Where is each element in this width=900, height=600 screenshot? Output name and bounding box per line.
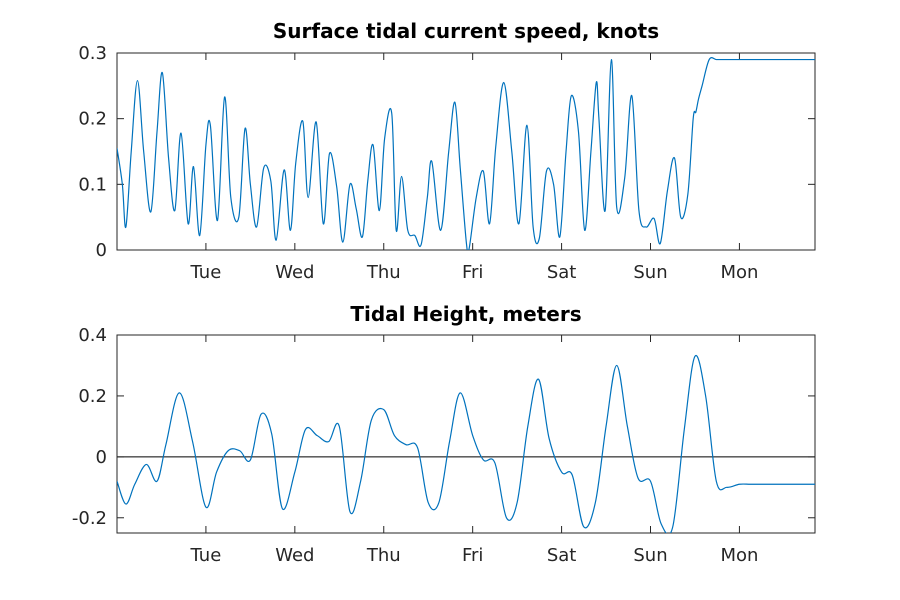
y-tick-label: -0.2 — [72, 508, 107, 529]
y-tick-label: 0 — [96, 240, 107, 261]
y-tick-label: 0.4 — [78, 325, 107, 346]
tidal-height-panel: Tidal Height, meters -0.2 0 0.2 0.4 Tue Wed Thu… — [72, 302, 816, 566]
y-tick-label: 0.2 — [78, 109, 107, 130]
plot-area — [116, 334, 816, 534]
y-tick-label: 0.1 — [78, 174, 107, 195]
series-line — [117, 57, 815, 250]
chart-title: Surface tidal current speed, knots — [273, 19, 659, 43]
x-tick-label: Mon — [720, 545, 758, 566]
x-tick-label: Sat — [547, 262, 577, 283]
chart-title: Tidal Height, meters — [350, 302, 581, 326]
x-tick-label: Sat — [547, 545, 577, 566]
x-tick-label: Fri — [462, 262, 483, 283]
y-tick-label: 0 — [96, 447, 107, 468]
x-tick-label: Thu — [366, 262, 401, 283]
x-tick-label: Wed — [275, 262, 314, 283]
current-speed-panel: Surface tidal current speed, knots 0 0.1 0.… — [78, 19, 816, 283]
x-tick-label: Sun — [633, 545, 667, 566]
x-tick-label: Mon — [720, 262, 758, 283]
x-tick-label: Tue — [190, 262, 222, 283]
x-tick-label: Thu — [366, 545, 401, 566]
series-line — [117, 354, 815, 533]
x-tick-label: Fri — [462, 545, 483, 566]
plot-area — [116, 52, 816, 251]
y-tick-label: 0.2 — [78, 386, 107, 407]
x-tick-label: Sun — [633, 262, 667, 283]
x-tick-label: Tue — [190, 545, 222, 566]
x-tick-label: Wed — [275, 545, 314, 566]
y-tick-label: 0.3 — [78, 43, 107, 64]
